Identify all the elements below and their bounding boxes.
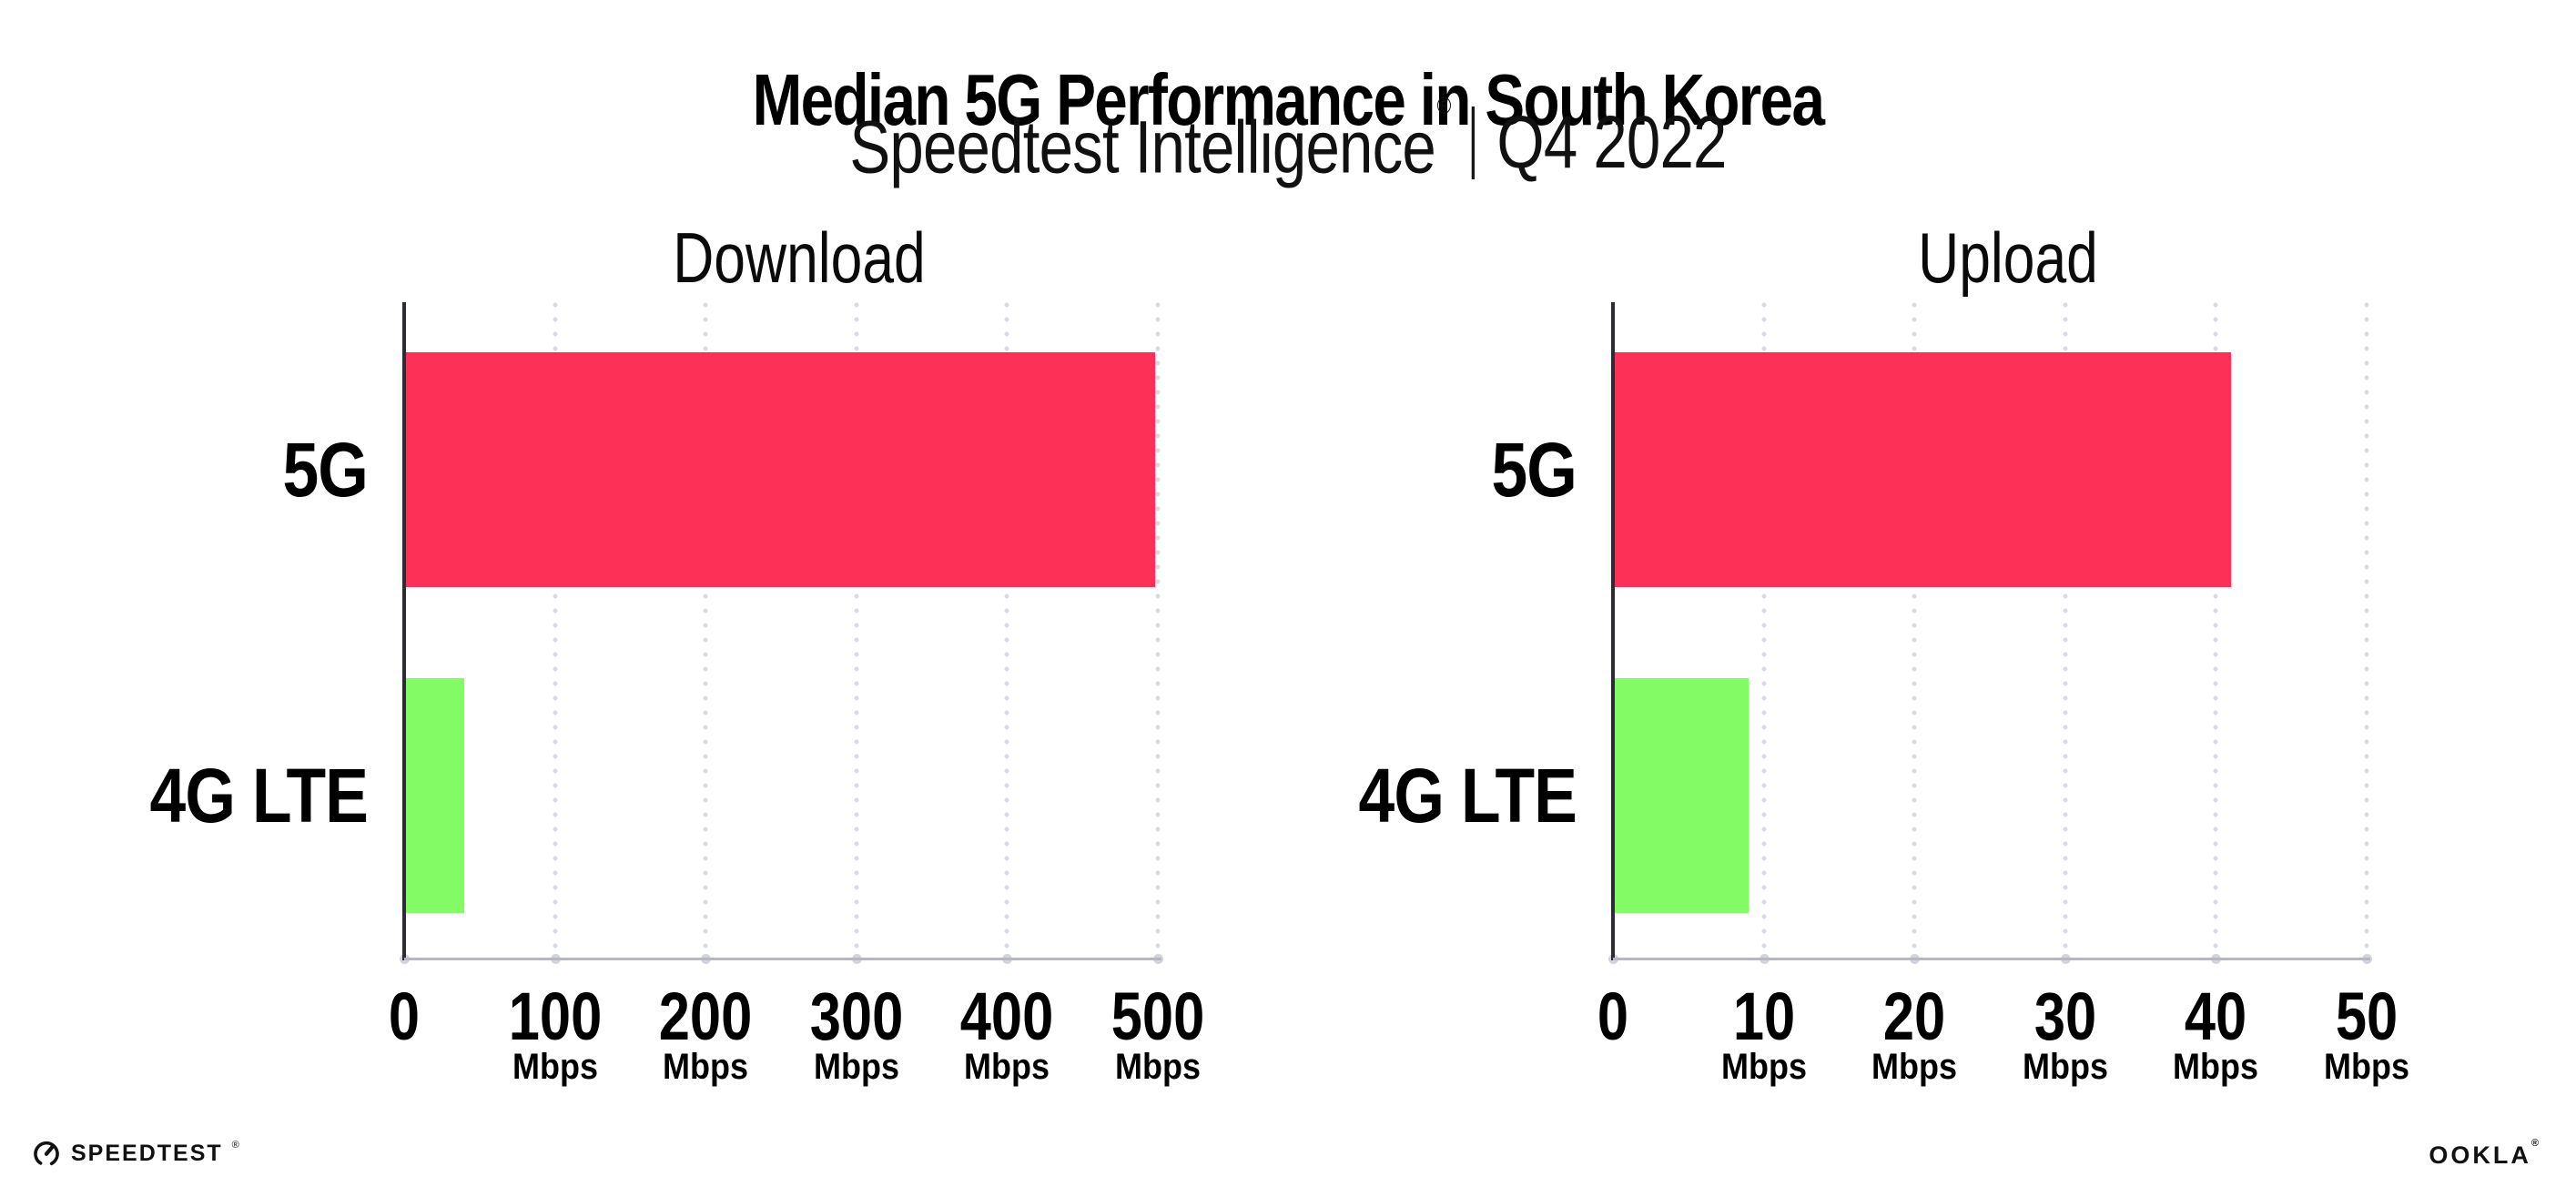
download-tick-unit: Mbps (1115, 1047, 1201, 1087)
ookla-logo-text: OOKLA (2429, 1141, 2531, 1169)
download-bar-4g-lte (406, 678, 465, 913)
ookla-mark: ® (2530, 1138, 2541, 1149)
subtitle-separator (1471, 107, 1475, 180)
upload-tick-unit: Mbps (2324, 1047, 2409, 1087)
gridline (2364, 302, 2369, 955)
download-tick-label: 400 (960, 979, 1054, 1054)
gridline (1760, 302, 1767, 955)
registered-mark: ® (1436, 92, 1452, 119)
main-title: Median 5G Performance in South Korea (752, 58, 1825, 140)
upload-tick-label: 40 (2185, 979, 2247, 1054)
upload-tick-unit: Mbps (1720, 1047, 1807, 1087)
upload-tick-label: 10 (1732, 979, 1795, 1054)
download-tick-label: 0 (388, 979, 421, 1054)
subtitle: Speedtest Intelligence® Q4 2022 (232, 92, 2345, 189)
speedtest-logo: SPEEDTEST ® (31, 1138, 239, 1169)
download-tick-unit: Mbps (964, 1047, 1050, 1087)
ookla-logo: OOKLA® (2429, 1138, 2541, 1170)
download-y-axis-line (402, 302, 406, 960)
gridline (1004, 302, 1010, 955)
upload-bar-5g (1615, 352, 2231, 587)
speedtest-gauge-icon (34, 1141, 59, 1167)
upload-tick-label: 0 (1597, 979, 1629, 1054)
download-category-label-5g: 5G (282, 427, 368, 512)
gridline (853, 302, 859, 955)
upload-tick-unit: Mbps (2022, 1047, 2108, 1087)
download-bar-5g (406, 352, 1155, 587)
gridline (2062, 302, 2068, 955)
upload-x-axis-line (1613, 958, 2370, 960)
gridline (1155, 302, 1161, 955)
subtitle-period: Q4 2022 (1496, 101, 1727, 185)
gridline (552, 302, 558, 955)
gridline (2213, 302, 2219, 955)
speedtest-logo-text: SPEEDTEST (71, 1140, 223, 1166)
download-tick-label: 300 (809, 979, 904, 1054)
download-x-axis-line (404, 958, 1161, 960)
upload-tick-label: 20 (1883, 979, 1946, 1054)
download-category-label-4g-lte: 4G LTE (149, 753, 368, 838)
download-tick-unit: Mbps (663, 1047, 749, 1087)
upload-tick-label: 30 (2033, 979, 2096, 1054)
download-tick-unit: Mbps (813, 1047, 899, 1087)
subtitle-brand: Speedtest Intelligence® (849, 92, 1451, 189)
upload-chart-title: Upload (1918, 218, 2098, 298)
download-tick-label: 200 (658, 979, 753, 1054)
upload-category-label-4g-lte: 4G LTE (1358, 753, 1577, 838)
gridline (1912, 302, 1918, 955)
upload-tick-unit: Mbps (2173, 1047, 2259, 1087)
upload-category-label-5g: 5G (1491, 427, 1577, 512)
download-tick-unit: Mbps (512, 1047, 598, 1087)
speedtest-mark: ® (231, 1140, 239, 1151)
upload-bar-4g-lte (1615, 678, 1749, 913)
download-chart-title: Download (673, 218, 926, 298)
upload-tick-label: 50 (2335, 979, 2399, 1054)
download-tick-label: 500 (1111, 979, 1205, 1054)
upload-tick-unit: Mbps (1871, 1047, 1958, 1087)
gridline (703, 302, 709, 955)
upload-y-axis-line (1611, 302, 1615, 960)
download-tick-label: 100 (508, 979, 602, 1054)
